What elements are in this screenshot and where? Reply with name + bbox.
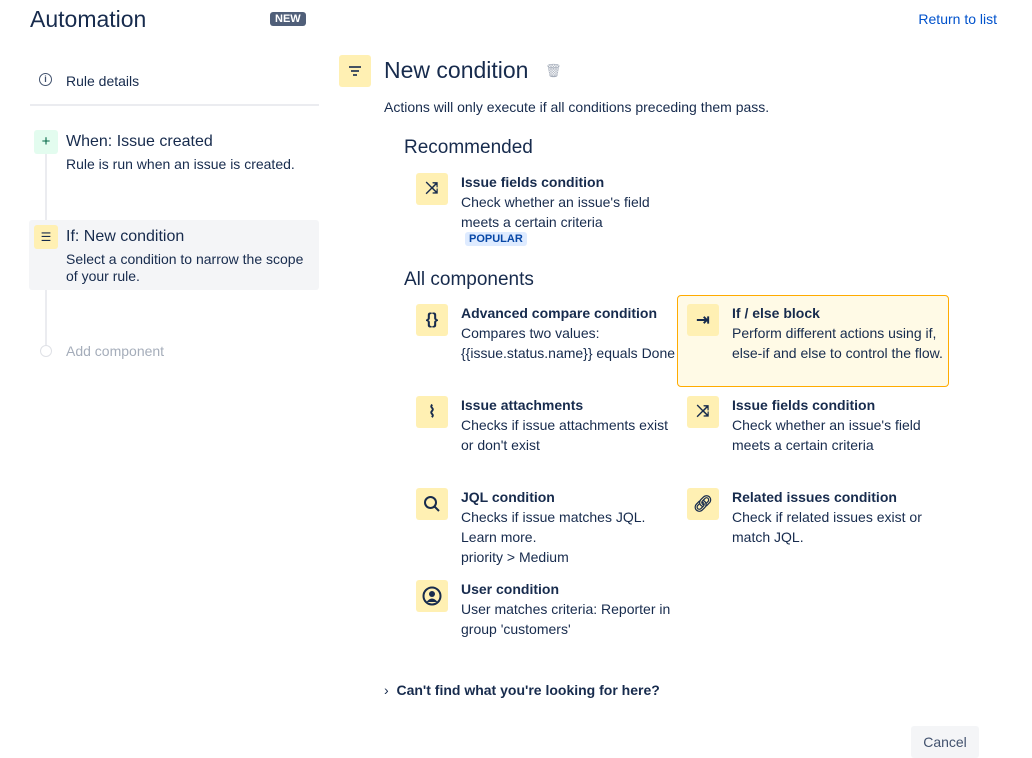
component-card[interactable]: {} Advanced compare condition Compares t… bbox=[406, 295, 678, 387]
component-card[interactable]: ⤨ Issue fields condition Check whether a… bbox=[677, 387, 949, 479]
filter-icon: ☰ bbox=[34, 225, 58, 249]
user-icon bbox=[416, 580, 448, 612]
recommended-heading: Recommended bbox=[404, 137, 533, 158]
card-description: Compares two values: {{issue.status.name… bbox=[461, 325, 676, 361]
page-subtitle: Actions will only execute if all conditi… bbox=[384, 99, 770, 115]
card-title: JQL condition bbox=[461, 489, 555, 505]
card-title: Issue attachments bbox=[461, 397, 584, 413]
card-description: User matches criteria: Reporter in group… bbox=[461, 601, 671, 637]
step-description: Rule is run when an issue is created. bbox=[66, 156, 295, 172]
shuffle-icon: ⤨ bbox=[416, 173, 448, 205]
component-card[interactable]: 🔗︎ Related issues condition Check if rel… bbox=[677, 479, 949, 571]
component-card[interactable]: User condition User matches criteria: Re… bbox=[406, 571, 678, 663]
cant-find-expander[interactable]: › Can't find what you're looking for her… bbox=[384, 682, 660, 698]
card-description: Check whether an issue's field meets a c… bbox=[461, 194, 650, 230]
card-description: Check whether an issue's field meets a c… bbox=[732, 417, 921, 453]
card-description: Checks if issue attachments exist or don… bbox=[461, 417, 668, 453]
step-title: If: New condition bbox=[66, 228, 185, 245]
step-title: When: Issue created bbox=[66, 133, 213, 150]
step-description: Select a condition to narrow the scope o… bbox=[66, 251, 304, 284]
rule-details-label: Rule details bbox=[66, 73, 140, 89]
trash-icon[interactable]: 🗑 bbox=[545, 63, 562, 78]
plus-icon: + bbox=[34, 130, 58, 154]
component-card[interactable]: ⇥ If / else block Perform different acti… bbox=[677, 295, 949, 387]
rule-details-item[interactable]: i Rule details bbox=[30, 64, 319, 106]
shuffle-icon: ⤨ bbox=[687, 396, 719, 428]
popular-badge: POPULAR bbox=[465, 232, 527, 246]
card-title: Issue fields condition bbox=[461, 174, 605, 190]
card-title: Issue fields condition bbox=[732, 397, 876, 413]
chevron-right-icon: › bbox=[384, 682, 397, 698]
step-condition[interactable]: ☰ If: New condition Select a condition t… bbox=[29, 220, 319, 290]
search-icon bbox=[416, 488, 448, 520]
paperclip-icon: ⌇ bbox=[416, 396, 448, 428]
branch-icon: ⇥ bbox=[687, 304, 719, 336]
link-icon: 🔗︎ bbox=[687, 488, 719, 520]
card-title: If / else block bbox=[732, 305, 820, 321]
card-description: Checks if issue matches JQL. Learn more.… bbox=[461, 509, 646, 565]
circle-icon bbox=[40, 345, 52, 357]
info-icon: i bbox=[39, 73, 52, 86]
component-card[interactable]: ⤨ Issue fields condition Check whether a… bbox=[406, 164, 678, 256]
braces-icon: {} bbox=[416, 304, 448, 336]
component-card[interactable]: ⌇ Issue attachments Checks if issue atta… bbox=[406, 387, 678, 479]
card-description: Check if related issues exist or match J… bbox=[732, 509, 922, 545]
card-description: Perform different actions using if, else… bbox=[732, 325, 943, 361]
cancel-button[interactable]: Cancel bbox=[911, 726, 979, 758]
add-component-label: Add component bbox=[66, 343, 165, 359]
cant-find-label: Can't find what you're looking for here? bbox=[396, 682, 660, 698]
app-title: Automation bbox=[30, 6, 147, 32]
page-title: New condition bbox=[384, 57, 529, 83]
all-components-heading: All components bbox=[404, 269, 534, 290]
step-trigger[interactable]: + When: Issue created Rule is run when a… bbox=[29, 125, 319, 185]
new-badge: NEW bbox=[270, 12, 306, 26]
card-title: Related issues condition bbox=[732, 489, 897, 505]
component-card[interactable]: JQL condition Checks if issue matches JQ… bbox=[406, 479, 678, 571]
filter-icon bbox=[339, 55, 371, 87]
card-title: Advanced compare condition bbox=[461, 305, 658, 321]
card-title: User condition bbox=[461, 581, 560, 597]
return-to-list-link[interactable]: Return to list bbox=[918, 11, 997, 27]
